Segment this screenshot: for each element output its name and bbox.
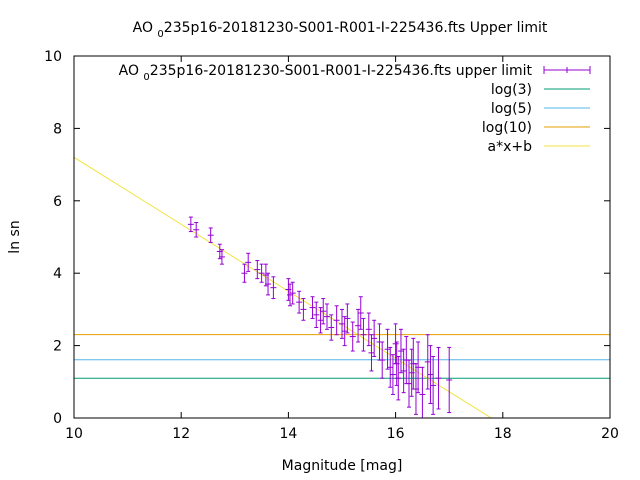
data-point <box>313 301 320 328</box>
data-point <box>317 307 324 334</box>
x-tick-label: 10 <box>65 426 83 442</box>
legend-label-observations: AO 0235p16-20181230-S001-R001-I-225436.f… <box>119 63 533 83</box>
data-point <box>435 346 442 410</box>
data-point <box>387 346 394 388</box>
data-point <box>265 272 272 296</box>
data-point <box>254 260 261 280</box>
data-point <box>430 355 437 415</box>
data-point <box>344 303 351 334</box>
chart-title-subscript: 0 <box>157 29 163 40</box>
x-tick-label: 14 <box>279 426 297 442</box>
legend: AO 0235p16-20181230-S001-R001-I-225436.f… <box>119 63 591 155</box>
y-tick-label: 8 <box>53 121 62 137</box>
y-tick-label: 6 <box>53 194 62 210</box>
legend-label-fit: a*x+b <box>488 139 533 155</box>
data-point <box>389 354 396 395</box>
data-point <box>400 348 407 394</box>
data-point <box>289 281 296 305</box>
data-point <box>371 319 378 357</box>
data-point <box>365 312 372 347</box>
x-tick-label: 12 <box>172 426 190 442</box>
data-point <box>419 366 426 418</box>
y-tick-label: 4 <box>53 266 62 282</box>
data-point <box>349 321 356 352</box>
data-point <box>427 345 434 405</box>
legend-label-log3: log(3) <box>491 82 532 98</box>
data-point <box>379 341 386 379</box>
plot-area <box>73 55 611 419</box>
data-point <box>262 263 269 287</box>
data-point <box>270 276 277 300</box>
x-axis-label: Magnitude [mag] <box>282 458 403 474</box>
data-point <box>339 308 345 339</box>
plot-border <box>73 55 611 419</box>
y-axis-label: ln sn <box>7 220 23 253</box>
x-axis: 10 12 14 16 18 20 <box>65 56 619 442</box>
data-point <box>446 346 453 414</box>
data-point <box>245 252 252 272</box>
data-point <box>424 334 431 390</box>
data-point <box>187 216 194 233</box>
data-point <box>397 328 404 374</box>
data-point <box>357 296 364 330</box>
data-point <box>207 227 214 243</box>
data-point <box>406 359 412 408</box>
data-point <box>287 283 294 307</box>
data-point <box>355 308 362 343</box>
points-layer <box>187 216 453 418</box>
data-point <box>384 328 391 370</box>
data-point <box>328 314 335 341</box>
chart-title: AO 0235p16-20181230-S001-R001-I-225436.f… <box>133 20 548 40</box>
y-tick-label: 2 <box>53 339 62 355</box>
data-point <box>320 298 327 325</box>
data-point <box>241 263 248 283</box>
data-point <box>258 263 265 283</box>
data-point <box>360 317 367 352</box>
data-point <box>341 316 348 347</box>
data-point <box>415 341 422 394</box>
y-axis: 0 2 4 6 8 10 <box>44 49 610 427</box>
data-point <box>193 222 200 238</box>
legend-label-log5: log(5) <box>491 101 532 117</box>
data-point <box>395 355 402 401</box>
x-tick-label: 16 <box>387 426 405 442</box>
x-tick-label: 20 <box>601 426 619 442</box>
y-tick-label: 0 <box>53 411 62 427</box>
legend-label-log10: log(10) <box>482 120 532 136</box>
data-point <box>368 334 375 372</box>
y-tick-label: 10 <box>44 49 62 65</box>
legend-swatch-observations <box>543 66 591 74</box>
legend-label-subscript: 0 <box>143 72 149 83</box>
data-point <box>218 249 225 265</box>
data-point <box>309 296 316 319</box>
data-point <box>333 305 340 336</box>
data-point <box>296 290 303 314</box>
data-point <box>323 303 330 330</box>
x-tick-label: 18 <box>494 426 512 442</box>
data-point <box>300 298 307 321</box>
